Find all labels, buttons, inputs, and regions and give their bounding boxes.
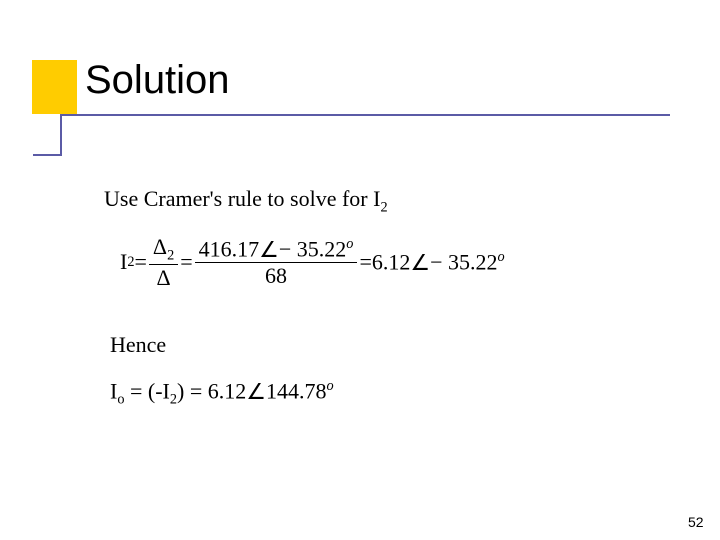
eq-frac-value-num-deg: − 35.22 [279, 236, 346, 261]
eq-frac-value-num: 416.17∠− 35.22o [195, 236, 358, 262]
eq-rhs-val: 6.12 [372, 249, 411, 274]
angle-icon: ∠ [410, 250, 430, 276]
slide-title: Solution [85, 58, 230, 103]
degree-symbol: o [346, 236, 353, 252]
eq-frac-value: 416.17∠− 35.22o 68 [195, 236, 358, 288]
title-underline-short [33, 154, 62, 156]
eq-frac-delta-num-sub: 2 [167, 247, 174, 263]
degree-symbol: o [498, 249, 505, 265]
eq-lhs-I: I [120, 249, 127, 275]
eq-rhs: 6.12∠− 35.22o [372, 249, 505, 275]
eq-frac-delta-num-sym: Δ [153, 234, 167, 259]
eq-frac-delta-num: Δ2 [149, 234, 178, 264]
title-accent-box [32, 60, 77, 114]
slide: Solution Use Cramer's rule to solve for … [0, 0, 720, 540]
hence-label: Hence [110, 332, 166, 358]
eq-equals-2: = [180, 249, 192, 275]
result-post: ) = [177, 378, 208, 403]
title-underline-long [60, 114, 670, 116]
eq-equals-1: = [134, 249, 146, 275]
body-text-line1: Use Cramer's rule to solve for I2 [104, 186, 388, 216]
page-number: 52 [688, 514, 704, 530]
result-mid: = (-I [124, 378, 169, 403]
angle-icon: ∠ [246, 379, 266, 405]
eq-lhs-sub: 2 [127, 254, 134, 271]
eq-equals-3: = [359, 249, 371, 275]
result-value: 6.12 [208, 378, 247, 403]
result-sub-2: 2 [170, 392, 177, 408]
body-text-line1-sub: 2 [380, 199, 387, 215]
equation-cramer: I2 = Δ2 Δ = 416.17∠− 35.22o 68 = 6.12∠− … [120, 234, 505, 290]
angle-icon: ∠ [259, 237, 279, 262]
eq-rhs-deg: − 35.22 [430, 249, 497, 274]
result-line: Io = (-I2) = 6.12∠144.78o [110, 378, 334, 409]
eq-frac-delta: Δ2 Δ [149, 234, 178, 290]
degree-symbol: o [327, 378, 334, 394]
result-angle-deg: 144.78 [266, 378, 327, 403]
body-text-line1-pre: Use Cramer's rule to solve for I [104, 186, 380, 211]
eq-frac-delta-den: Δ [152, 265, 174, 290]
title-tick-vertical [60, 114, 62, 154]
eq-frac-value-den: 68 [261, 263, 291, 288]
eq-frac-value-num-val: 416.17 [199, 236, 260, 261]
